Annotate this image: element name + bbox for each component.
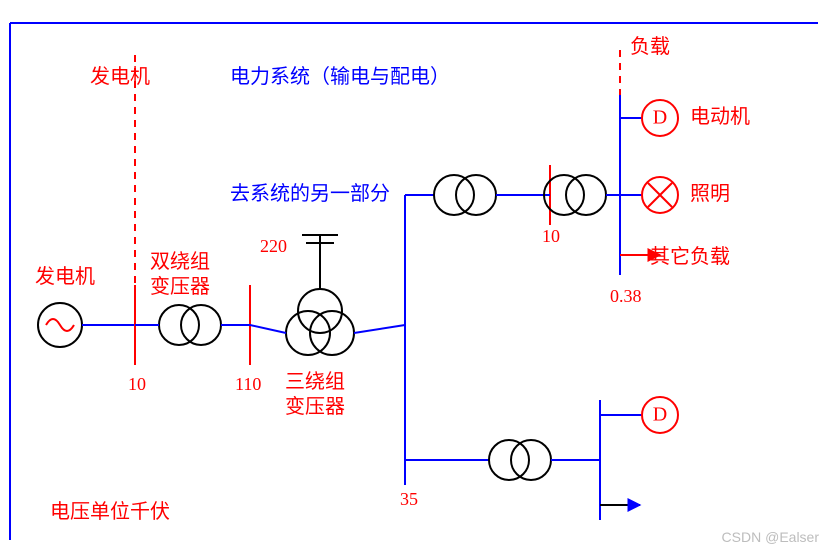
- label-other-loads: 其它负载: [650, 245, 730, 270]
- label-v110: 110: [235, 373, 261, 396]
- label-lighting: 照明: [690, 182, 730, 207]
- label-voltage-unit: 电压单位千伏: [50, 500, 170, 525]
- generator-icon: [46, 319, 74, 331]
- label-load-top: 负载: [630, 35, 670, 60]
- label-to-other-part: 去系统的另一部分: [230, 182, 390, 207]
- motor-symbol-2: D: [653, 404, 667, 426]
- motor-symbol-1: D: [653, 107, 667, 129]
- watermark: CSDN @Ealser: [722, 529, 819, 545]
- label-generator-left: 发电机: [35, 265, 95, 290]
- label-v10a: 10: [128, 373, 146, 396]
- label-generator-top: 发电机: [90, 65, 150, 90]
- label-v10b: 10: [542, 225, 560, 248]
- label-v038: 0.38: [610, 285, 642, 308]
- label-three-winding-tx: 三绕组 变压器: [285, 370, 345, 420]
- label-two-winding-tx: 双绕组 变压器: [150, 250, 210, 300]
- label-title: 电力系统（输电与配电）: [230, 65, 450, 90]
- label-v220: 220: [260, 235, 287, 258]
- label-motor: 电动机: [690, 105, 750, 130]
- label-v35: 35: [400, 488, 418, 511]
